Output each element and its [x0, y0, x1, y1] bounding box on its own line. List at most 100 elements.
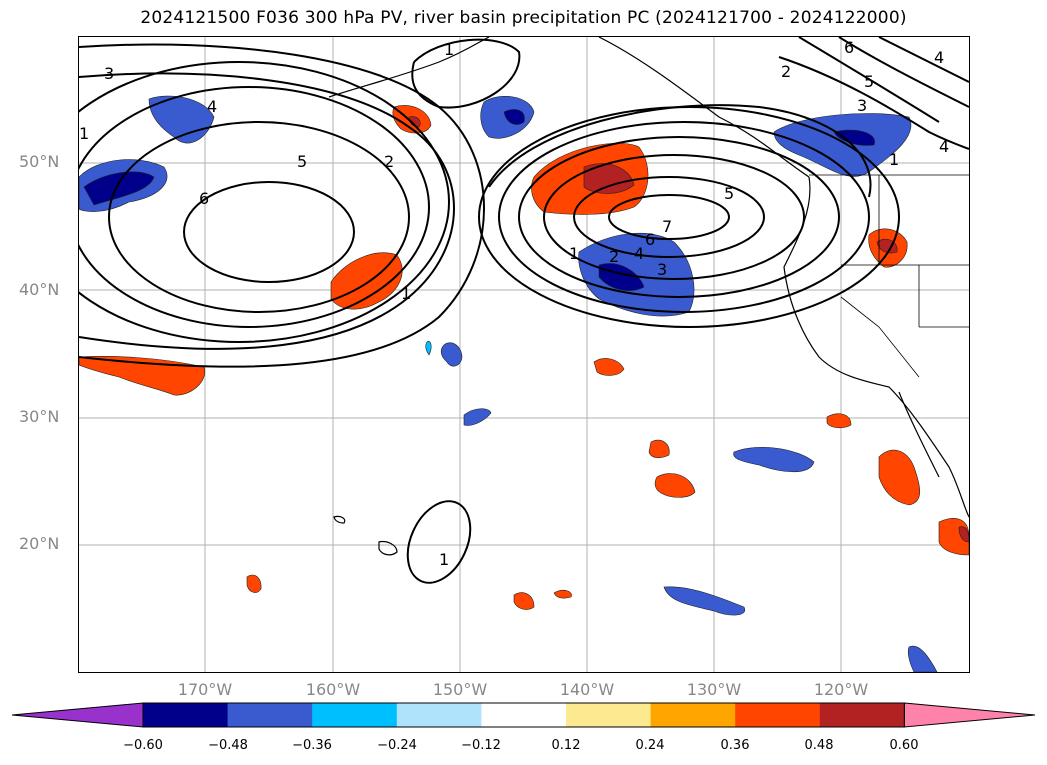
lon-label: 130°W [686, 680, 742, 699]
precip-positive-core [583, 163, 635, 194]
lon-label: 140°W [559, 680, 615, 699]
contour-label: 1 [444, 40, 454, 59]
precip-positive-region [826, 413, 852, 429]
contour-label: 2 [609, 247, 619, 266]
se-alaska-coast [598, 37, 810, 178]
contour-label: 3 [104, 64, 114, 83]
contour-label: 2 [781, 62, 791, 81]
lat-label: 20°N [19, 534, 60, 553]
pv-contour-4 [79, 86, 430, 328]
colorbar-segment [481, 703, 567, 727]
contour-labels: 3 4 5 6 2 1 1 7 6 5 4 3 2 1 1 6 5 4 3 2 … [79, 38, 949, 569]
colorbar-segment [650, 703, 736, 727]
precip-positive-region [648, 439, 670, 458]
contour-label: 1 [401, 284, 411, 303]
contour-label: 4 [207, 97, 217, 116]
colorbar-tick-label: −0.48 [208, 738, 248, 753]
baja-coast [898, 391, 940, 478]
contour-label: 4 [934, 48, 944, 67]
precip-negative-region [463, 408, 492, 426]
precip-positive-region [654, 473, 696, 498]
lon-label: 170°W [177, 680, 233, 699]
colorbar-tick-label: −0.60 [123, 738, 163, 753]
pv-contour-6 [183, 181, 355, 283]
colorbar-tick-label: 0.60 [889, 738, 919, 753]
contour-label: 5 [864, 72, 874, 91]
precip-negative-core [833, 129, 875, 146]
precip-positive-region [79, 356, 206, 396]
pv-contour-2 [79, 72, 455, 350]
pv-contour-1-small [406, 500, 472, 584]
colorbar-tick-label: −0.24 [377, 738, 417, 753]
pv-contour-3 [498, 121, 870, 313]
contour-label: 7 [662, 217, 672, 236]
colorbar-tick-label: 0.24 [635, 738, 665, 753]
colorbar-segment [735, 703, 821, 727]
alaska-coast [328, 37, 490, 98]
pv-contour-7 [608, 194, 730, 240]
hawaii-island [333, 515, 346, 524]
lat-label: 40°N [19, 280, 60, 299]
pv-contour-ne [778, 56, 969, 150]
precip-negative-region [425, 341, 432, 356]
pv-contour-ne [838, 37, 969, 108]
colorbar [11, 702, 1036, 728]
precip-positive-region [553, 590, 572, 599]
precip-positive-region [246, 574, 262, 593]
precip-negative-core [83, 171, 155, 206]
lon-label: 160°W [305, 680, 361, 699]
state-boundary [840, 296, 920, 378]
pv-contour-5 [543, 154, 805, 280]
colorbar-segment [566, 703, 652, 727]
contour-label: 6 [199, 189, 209, 208]
contour-label: 1 [569, 244, 579, 263]
pv-contour-6 [573, 176, 765, 258]
political-boundaries [809, 174, 969, 378]
hawaii-island [378, 540, 398, 556]
precip-positive-core [876, 238, 898, 254]
colorbar-segment [312, 703, 398, 727]
contour-label: 5 [297, 152, 307, 171]
pv-contour-5 [108, 121, 410, 313]
coastlines [328, 37, 969, 556]
chart-title: 2024121500 F036 300 hPa PV, river basin … [140, 8, 907, 28]
contour-label: 4 [634, 244, 644, 263]
precip-positive-core [958, 526, 969, 543]
colorbar-tick-label: 0.48 [804, 738, 834, 753]
colorbar-tick-label: 0.36 [720, 738, 750, 753]
colorbar-outline [142, 702, 905, 728]
colorbar-tick-label: −0.36 [292, 738, 332, 753]
precip-positive-region [330, 252, 403, 310]
precip-shading [79, 95, 969, 672]
pv-contour-ne [798, 37, 940, 123]
colorbar-tick-label: 0.12 [551, 738, 581, 753]
contour-label: 1 [439, 550, 449, 569]
contour-label: 1 [889, 150, 899, 169]
precip-positive-region [593, 358, 625, 376]
precip-negative-region [663, 586, 746, 616]
precip-negative-region [440, 342, 463, 367]
colorbar-segment [396, 703, 482, 727]
contour-label: 1 [79, 124, 89, 143]
precip-positive-region [878, 449, 921, 506]
lat-label: 50°N [19, 152, 60, 171]
contour-label: 3 [657, 260, 667, 279]
lon-label: 150°W [432, 680, 488, 699]
precip-negative-core [503, 109, 525, 125]
contour-label: 2 [384, 152, 394, 171]
contour-label: 6 [645, 230, 655, 249]
pv-contour-ne [878, 37, 969, 83]
precip-negative-region [733, 446, 815, 473]
precip-positive-region [513, 592, 535, 610]
precip-negative-region [907, 645, 938, 672]
pv-contour-4 [518, 136, 840, 298]
pv-contours [79, 37, 969, 584]
map-panel: 3 4 5 6 2 1 1 7 6 5 4 3 2 1 1 6 5 4 3 2 … [79, 37, 969, 672]
contour-label: 4 [939, 137, 949, 156]
pv-contour-1-loop [411, 38, 521, 109]
map-svg: 3 4 5 6 2 1 1 7 6 5 4 3 2 1 1 6 5 4 3 2 … [79, 37, 969, 672]
colorbar-segment [819, 703, 905, 727]
contour-label: 6 [844, 38, 854, 57]
lon-label: 120°W [813, 680, 869, 699]
colorbar-extend-low [11, 702, 144, 728]
